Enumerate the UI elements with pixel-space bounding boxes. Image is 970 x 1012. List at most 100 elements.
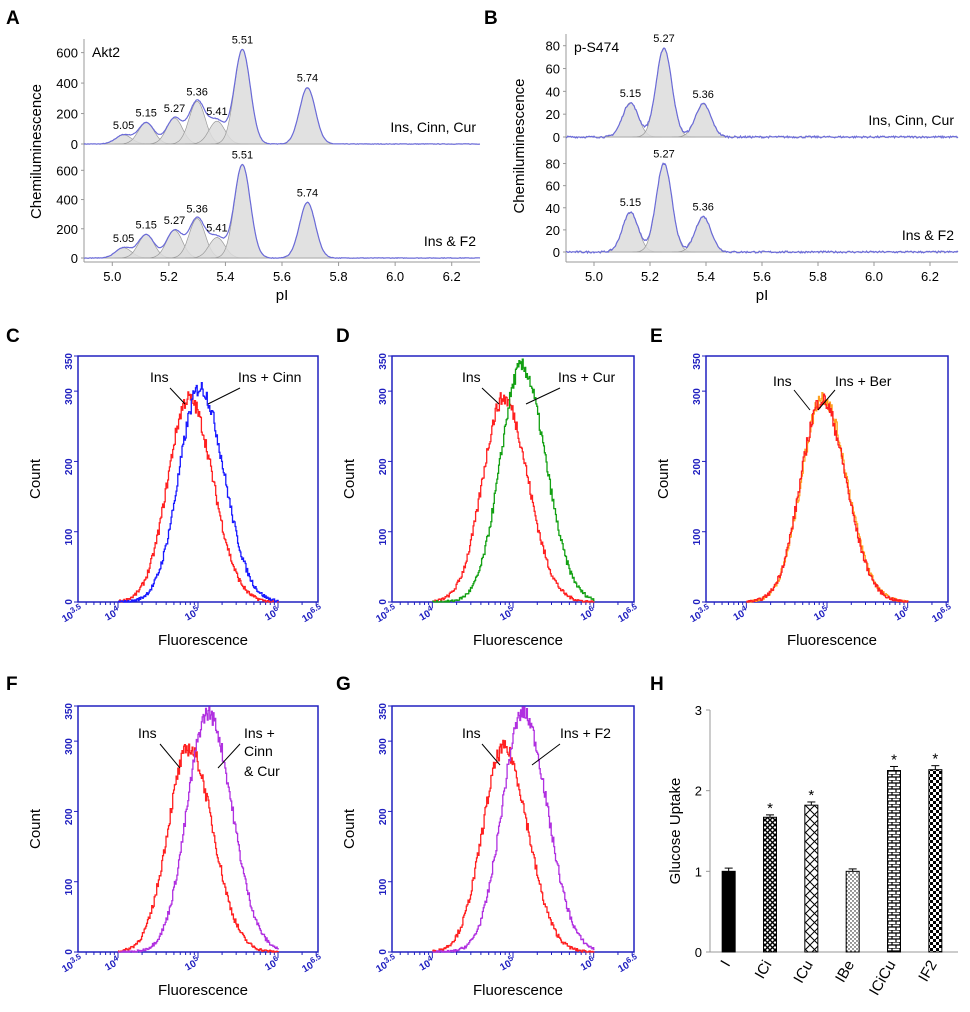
panel-letter-h: H [650, 674, 664, 695]
y-axis-label: Glucose Uptake [667, 778, 684, 885]
y-tick-label: 3 [695, 703, 702, 718]
annotation-pointer [159, 743, 181, 769]
y-tick-label: 200 [56, 222, 78, 237]
histogram-annotation: Ins [462, 369, 481, 385]
panel-letter-b: B [484, 8, 498, 29]
x-tick-label: 106.5 [299, 952, 326, 976]
x-tick-label: 104 [416, 953, 437, 973]
y-tick-label: 80 [546, 157, 560, 172]
panel-b-ps474-peaks: Chemiluminescence 5.0 5.2 5.4 5.6 5.8 6.0 6.2 pI… [511, 33, 959, 304]
significance-star: * [932, 751, 938, 768]
bar [845, 870, 860, 953]
x-tick-label: 5.2 [641, 269, 659, 284]
x-tick-label: 5.6 [273, 269, 291, 284]
annotation-pointer [481, 387, 500, 405]
y-tick-label: 100 [692, 528, 703, 545]
y-tick-label: 200 [64, 458, 75, 475]
x-tick-label: 5.4 [697, 269, 715, 284]
peak-label: 5.05 [113, 120, 134, 132]
y-tick-label: 350 [64, 703, 75, 720]
x-tick-label: 106.5 [299, 602, 326, 626]
x-tick-label: ICiCu [866, 958, 899, 999]
y-axis-label: Count [341, 458, 358, 499]
y-tick-label: 400 [56, 193, 78, 208]
histogram-annotation: & Cur [244, 763, 280, 779]
x-tick-label: 105 [182, 603, 203, 623]
peak-label: 5.15 [136, 108, 157, 120]
histogram-line [746, 392, 909, 603]
peak-component [275, 87, 340, 145]
x-tick-label: 106 [577, 603, 598, 623]
y-tick-label: 100 [378, 878, 389, 895]
peak-label: 5.27 [653, 149, 674, 161]
histogram-annotation: Ins + Cur [558, 369, 616, 385]
x-tick-label: 106 [262, 953, 283, 973]
x-tick-label: 6.0 [386, 269, 404, 284]
panel-letter-g: G [336, 674, 351, 695]
panel-a-akt2-peaks: Chemiluminescence 5.0 5.2 5.4 5.6 5.8 6.0 6.2 pI… [28, 35, 481, 304]
bar [928, 769, 943, 953]
x-tick-label: 105 [497, 603, 518, 623]
peak-component [275, 202, 340, 259]
peak-label: 5.27 [164, 215, 185, 227]
x-axis-label: Fluorescence [473, 632, 563, 649]
x-tick-label: 103.5 [373, 602, 400, 626]
peak-label: 5.41 [206, 223, 227, 235]
annotation-pointer [207, 387, 241, 405]
x-tick-label: ICi [752, 958, 776, 982]
y-tick-label: 0 [64, 949, 75, 955]
plot-frame [391, 355, 635, 603]
x-tick-label: 106.5 [615, 602, 642, 626]
y-tick-label: 0 [553, 130, 560, 145]
y-tick-label: 400 [56, 76, 78, 91]
histogram-line [746, 393, 909, 603]
peak-label: 5.74 [297, 187, 318, 199]
x-tick-label: I [717, 958, 734, 970]
x-tick-label: 5.0 [103, 269, 121, 284]
x-tick-label: 103.5 [59, 952, 86, 976]
x-tick-label: 105 [182, 953, 203, 973]
x-tick-label: 106 [577, 953, 598, 973]
bar [763, 816, 777, 953]
bar [887, 770, 901, 953]
y-tick-label: 0 [71, 137, 78, 152]
y-tick-label: 350 [378, 353, 389, 370]
significance-star: * [891, 751, 897, 768]
panel-letter-e: E [650, 326, 663, 347]
x-tick-label: 5.4 [216, 269, 234, 284]
y-tick-label: 100 [64, 528, 75, 545]
y-tick-label: 200 [56, 107, 78, 122]
y-tick-label: 40 [546, 201, 560, 216]
x-axis-label: pI [276, 287, 289, 304]
annotation-pointer [531, 743, 561, 766]
trace-condition-label: Ins & F2 [902, 227, 954, 243]
y-tick-label: 0 [553, 245, 560, 260]
x-axis-label: Fluorescence [158, 982, 248, 999]
plot-frame [705, 355, 949, 603]
x-tick-label: 103.5 [373, 952, 400, 976]
y-tick-label: 350 [378, 703, 389, 720]
panel-letter-c: C [6, 326, 20, 347]
histogram-line [432, 392, 595, 603]
peak-label: 5.27 [164, 103, 185, 115]
y-tick-label: 200 [378, 808, 389, 825]
histogram-line [432, 358, 595, 603]
x-tick-label: 5.8 [330, 269, 348, 284]
histogram-annotation: Ins + F2 [560, 725, 611, 741]
histogram-annotation: Ins + Ber [835, 373, 892, 389]
y-tick-label: 200 [64, 808, 75, 825]
x-tick-label: 6.2 [443, 269, 461, 284]
x-tick-label: ICu [790, 958, 816, 987]
y-tick-label: 20 [546, 223, 560, 238]
x-axis-label: pI [756, 287, 769, 304]
x-tick-label: 106 [262, 603, 283, 623]
y-tick-label: 200 [692, 458, 703, 475]
y-tick-label: 300 [64, 738, 75, 755]
trace-condition-label: Ins, Cinn, Cur [390, 119, 476, 135]
x-tick-label: 105 [811, 603, 832, 623]
y-tick-label: 350 [64, 353, 75, 370]
annotation-pointer [817, 389, 836, 411]
trace-line [565, 47, 959, 139]
peak-label: 5.36 [186, 86, 207, 98]
